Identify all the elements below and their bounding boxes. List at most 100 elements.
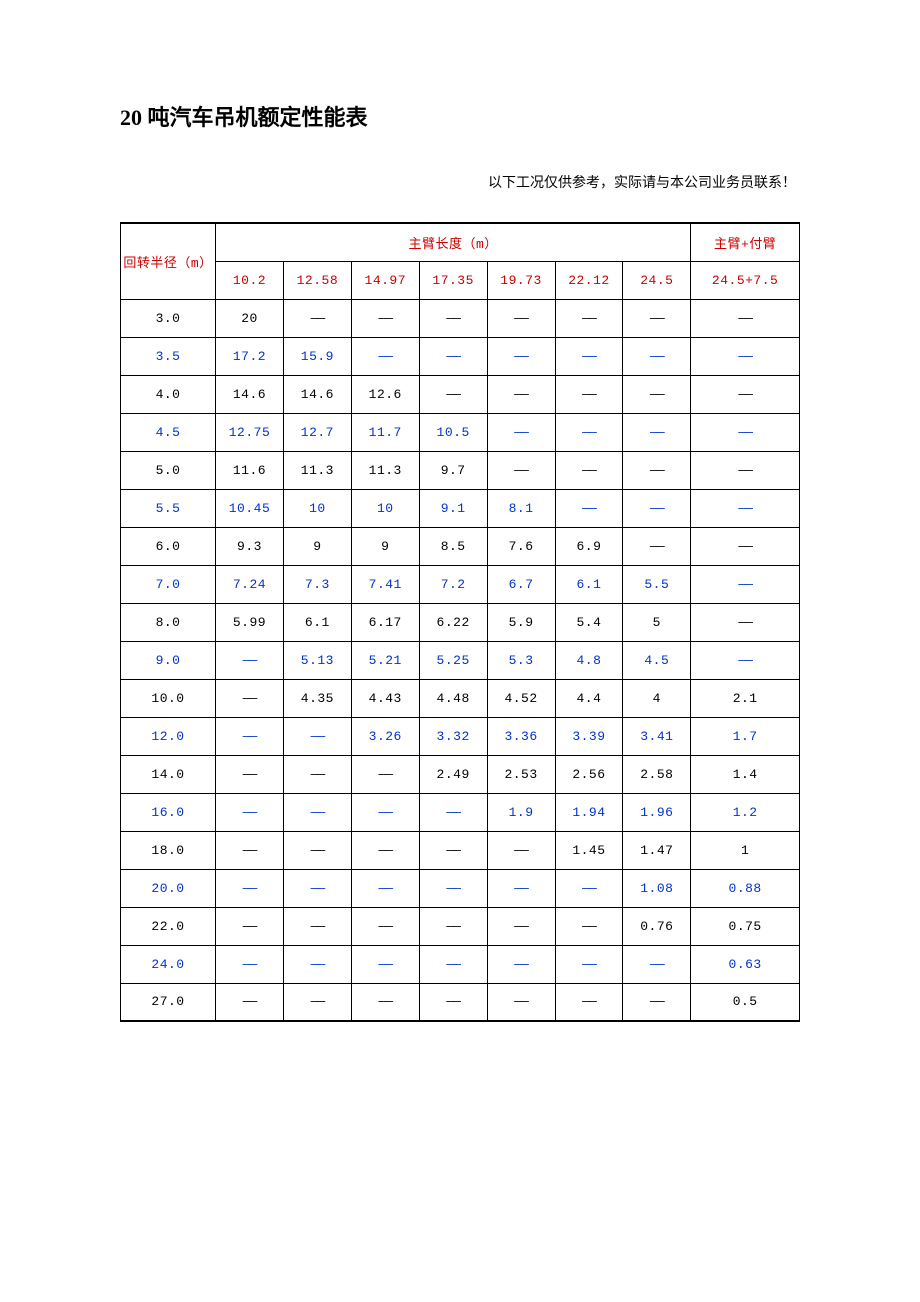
arm-length-cell: 24.5 (623, 261, 691, 299)
ext-length-cell: 24.5+7.5 (691, 261, 800, 299)
data-cell: —— (283, 299, 351, 337)
data-cell: 14.6 (216, 375, 284, 413)
data-cell: —— (419, 869, 487, 907)
ext-cell: 1.7 (691, 717, 800, 755)
data-cell: 4.8 (555, 641, 623, 679)
data-cell: —— (216, 717, 284, 755)
data-cell: —— (623, 413, 691, 451)
radius-cell: 5.5 (121, 489, 216, 527)
data-cell: —— (419, 299, 487, 337)
data-cell: 12.6 (351, 375, 419, 413)
data-cell: 3.41 (623, 717, 691, 755)
ext-cell: —— (691, 565, 800, 603)
table-row: 10.0——4.354.434.484.524.442.1 (121, 679, 800, 717)
table-row: 27.0——————————————0.5 (121, 983, 800, 1021)
radius-cell: 10.0 (121, 679, 216, 717)
data-cell: —— (283, 793, 351, 831)
data-cell: —— (623, 983, 691, 1021)
data-cell: 1.96 (623, 793, 691, 831)
data-cell: 10.5 (419, 413, 487, 451)
page-title: 20 吨汽车吊机额定性能表 (120, 100, 800, 132)
data-cell: —— (351, 869, 419, 907)
radius-cell: 20.0 (121, 869, 216, 907)
radius-cell: 14.0 (121, 755, 216, 793)
ext-cell: —— (691, 337, 800, 375)
radius-cell: 5.0 (121, 451, 216, 489)
data-cell: —— (351, 945, 419, 983)
data-cell: 1.94 (555, 793, 623, 831)
data-cell: —— (216, 831, 284, 869)
data-cell: 5.25 (419, 641, 487, 679)
data-cell: 2.58 (623, 755, 691, 793)
table-row: 3.517.215.9———————————— (121, 337, 800, 375)
data-cell: 15.9 (283, 337, 351, 375)
data-cell: —— (487, 451, 555, 489)
data-cell: —— (555, 489, 623, 527)
header-lengths-row: 10.2 12.58 14.97 17.35 19.73 22.12 24.5 … (121, 261, 800, 299)
data-cell: —— (351, 983, 419, 1021)
data-cell: —— (351, 299, 419, 337)
data-cell: 4.48 (419, 679, 487, 717)
data-cell: 3.36 (487, 717, 555, 755)
data-cell: 2.49 (419, 755, 487, 793)
radius-cell: 7.0 (121, 565, 216, 603)
radius-cell: 24.0 (121, 945, 216, 983)
data-cell: 4.35 (283, 679, 351, 717)
ext-cell: 0.88 (691, 869, 800, 907)
arm-length-cell: 17.35 (419, 261, 487, 299)
data-cell: 4.43 (351, 679, 419, 717)
data-cell: 20 (216, 299, 284, 337)
data-cell: 9 (283, 527, 351, 565)
data-cell: 7.2 (419, 565, 487, 603)
data-cell: 2.56 (555, 755, 623, 793)
data-cell: —— (555, 413, 623, 451)
data-cell: —— (419, 375, 487, 413)
data-cell: —— (216, 679, 284, 717)
data-cell: 9.7 (419, 451, 487, 489)
data-cell: —— (555, 945, 623, 983)
table-row: 9.0——5.135.215.255.34.84.5—— (121, 641, 800, 679)
data-cell: 6.1 (283, 603, 351, 641)
table-row: 8.05.996.16.176.225.95.45—— (121, 603, 800, 641)
data-cell: 5.5 (623, 565, 691, 603)
data-cell: —— (216, 907, 284, 945)
data-cell: —— (351, 793, 419, 831)
data-cell: 11.7 (351, 413, 419, 451)
data-cell: 6.9 (555, 527, 623, 565)
data-cell: 6.7 (487, 565, 555, 603)
data-cell: 1.45 (555, 831, 623, 869)
table-row: 18.0——————————1.451.471 (121, 831, 800, 869)
ext-cell: 1.2 (691, 793, 800, 831)
table-row: 4.014.614.612.6—————————— (121, 375, 800, 413)
ext-cell: 0.5 (691, 983, 800, 1021)
data-cell: —— (283, 945, 351, 983)
data-cell: 17.2 (216, 337, 284, 375)
table-row: 5.510.4510109.18.1—————— (121, 489, 800, 527)
data-cell: —— (283, 869, 351, 907)
data-cell: 4.5 (623, 641, 691, 679)
subtitle-note: 以下工况仅供参考，实际请与本公司业务员联系！ (120, 172, 800, 192)
data-cell: —— (283, 907, 351, 945)
ext-cell: 0.75 (691, 907, 800, 945)
data-cell: 3.39 (555, 717, 623, 755)
data-cell: —— (623, 337, 691, 375)
data-cell: 2.53 (487, 755, 555, 793)
ext-cell: 0.63 (691, 945, 800, 983)
data-cell: 11.3 (283, 451, 351, 489)
data-cell: —— (487, 831, 555, 869)
data-cell: —— (351, 831, 419, 869)
table-row: 22.0————————————0.760.75 (121, 907, 800, 945)
radius-cell: 22.0 (121, 907, 216, 945)
data-cell: —— (555, 983, 623, 1021)
data-cell: —— (487, 375, 555, 413)
data-cell: 5 (623, 603, 691, 641)
data-cell: —— (216, 983, 284, 1021)
table-row: 3.020—————————————— (121, 299, 800, 337)
data-cell: 11.6 (216, 451, 284, 489)
ext-cell: —— (691, 375, 800, 413)
data-cell: 7.24 (216, 565, 284, 603)
data-cell: 5.4 (555, 603, 623, 641)
table-row: 4.512.7512.711.710.5———————— (121, 413, 800, 451)
data-cell: —— (419, 907, 487, 945)
table-header: 回转半径（m） 主臂长度（m） 主臂+付臂 10.2 12.58 14.97 1… (121, 223, 800, 299)
